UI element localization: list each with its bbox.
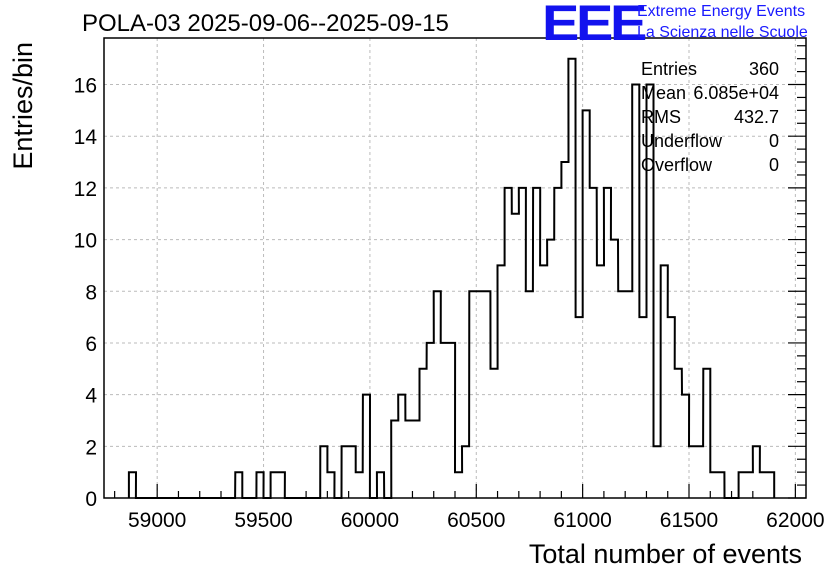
y-tick-label: 2	[85, 436, 97, 459]
y-axis-label: Entries/bin	[8, 42, 38, 170]
y-tick-label: 4	[85, 385, 97, 408]
chart-title: POLA-03 2025-09-06--2025-09-15	[82, 10, 449, 37]
x-tick-label: 59500	[234, 509, 292, 532]
x-tick-label: 61500	[660, 509, 718, 532]
stat-row-entries: Entries 360	[641, 57, 779, 81]
x-axis-label: Total number of events	[529, 539, 802, 569]
y-tick-label: 12	[74, 178, 97, 201]
y-tick-label: 10	[74, 230, 97, 253]
stat-value: 360	[748, 59, 779, 79]
stat-label: Entries	[641, 59, 698, 79]
y-tick-label: 16	[74, 75, 97, 98]
stat-row-underflow: Underflow 0	[641, 129, 779, 153]
y-tick-label: 8	[85, 281, 97, 304]
x-tick-labels: 59000 59500 60000 60500 61000 61500 62000	[128, 509, 825, 532]
stat-label: Overflow	[641, 155, 713, 175]
y-tick-labels: 0 2 4 6 8 10 12 14 16	[74, 75, 98, 511]
y-tick-label: 0	[85, 488, 97, 511]
axis-ticks	[114, 45, 806, 499]
x-tick-label: 60500	[447, 509, 505, 532]
stat-label: Mean	[641, 83, 687, 103]
x-tick-label: 62000	[766, 509, 824, 532]
stats-box: Entries 360 Mean 6.085e+04 RMS 432.7 Und…	[641, 57, 779, 177]
x-tick-label: 59000	[128, 509, 186, 532]
eee-logo: EEE	[542, 0, 647, 51]
stat-row-overflow: Overflow 0	[641, 153, 779, 177]
stat-label: RMS	[641, 107, 681, 127]
y-tick-label: 6	[85, 333, 97, 356]
histogram-bars	[127, 57, 776, 499]
logo-tagline-1: Extreme Energy Events	[637, 3, 806, 20]
stat-value: 0	[768, 131, 779, 151]
logo-tagline-2: La Scienza nelle Scuole	[637, 24, 808, 41]
stat-label: Underflow	[641, 131, 723, 151]
stat-value: 432.7	[733, 107, 779, 127]
x-tick-label: 60000	[341, 509, 399, 532]
stat-row-mean: Mean 6.085e+04	[641, 81, 779, 105]
y-tick-label: 14	[74, 126, 98, 149]
stat-value: 6.085e+04	[693, 83, 779, 103]
stat-row-rms: RMS 432.7	[641, 105, 779, 129]
grid-lines	[104, 38, 806, 498]
x-tick-label: 61000	[553, 509, 611, 532]
stat-value: 0	[768, 155, 779, 175]
